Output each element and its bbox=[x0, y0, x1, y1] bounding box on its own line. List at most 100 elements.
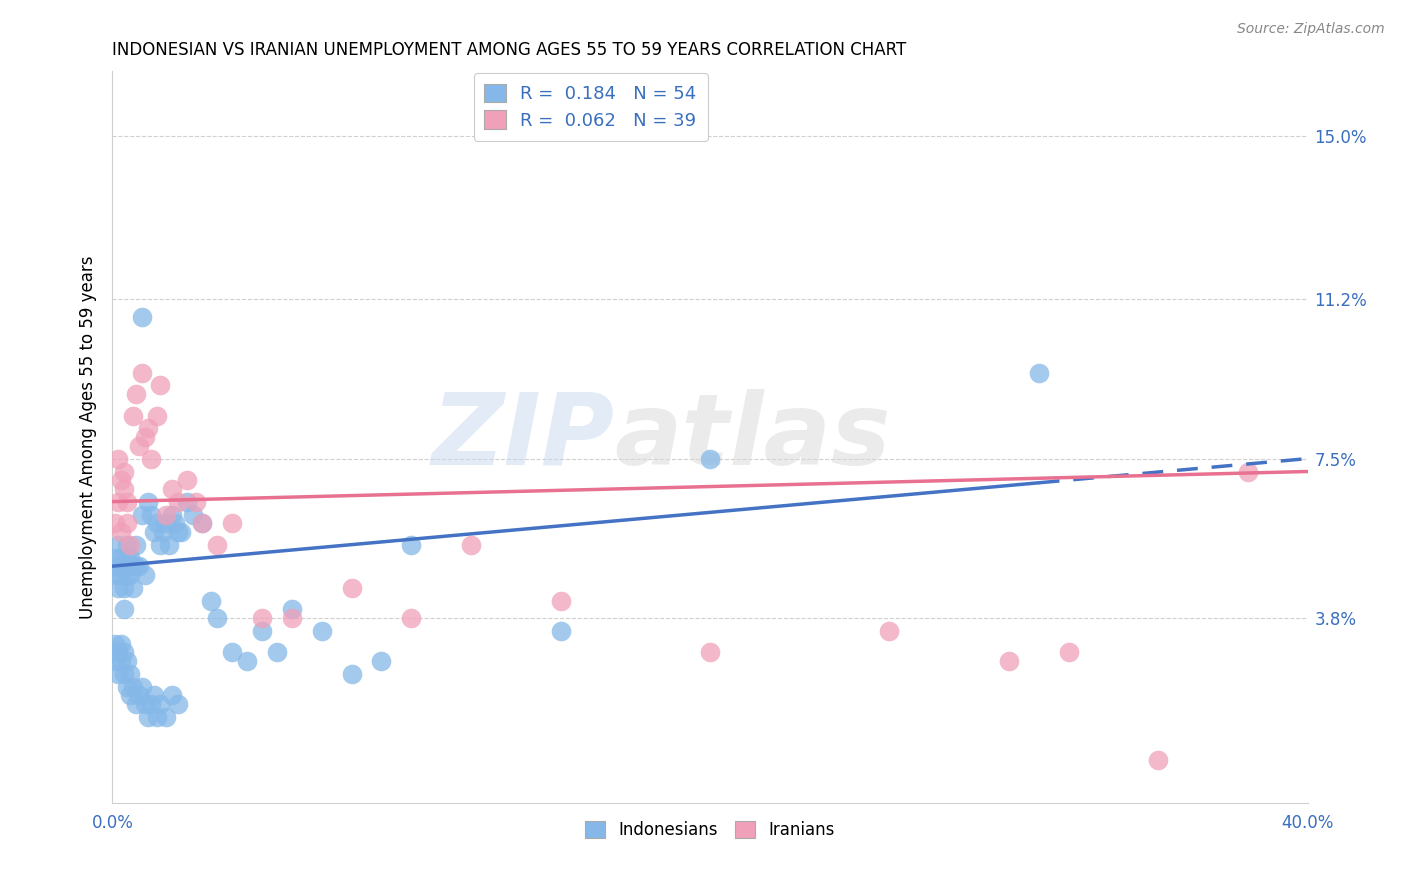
Point bbox=[138, 421, 160, 435]
Point bbox=[460, 538, 482, 552]
Point bbox=[122, 680, 145, 694]
Point bbox=[250, 624, 273, 638]
Legend: Indonesians, Iranians: Indonesians, Iranians bbox=[579, 814, 841, 846]
Point bbox=[107, 581, 129, 595]
Point bbox=[104, 637, 127, 651]
Point bbox=[131, 310, 153, 324]
Point bbox=[236, 654, 259, 668]
Point bbox=[107, 666, 129, 681]
Point bbox=[149, 697, 172, 711]
Point bbox=[155, 508, 177, 522]
Point bbox=[401, 538, 423, 552]
Point bbox=[146, 409, 169, 423]
Point bbox=[143, 524, 166, 539]
Point bbox=[117, 567, 139, 582]
Point bbox=[311, 624, 333, 638]
Point bbox=[134, 567, 156, 582]
Point bbox=[131, 680, 153, 694]
Point bbox=[170, 524, 193, 539]
Point bbox=[110, 524, 132, 539]
Point bbox=[131, 366, 153, 380]
Text: Source: ZipAtlas.com: Source: ZipAtlas.com bbox=[1237, 22, 1385, 37]
Point bbox=[125, 387, 148, 401]
Point bbox=[149, 538, 172, 552]
Point bbox=[110, 654, 132, 668]
Point bbox=[340, 581, 363, 595]
Point bbox=[107, 451, 129, 466]
Point bbox=[138, 710, 160, 724]
Point bbox=[122, 581, 145, 595]
Point bbox=[281, 602, 304, 616]
Point bbox=[879, 624, 901, 638]
Point bbox=[120, 666, 142, 681]
Point bbox=[250, 611, 273, 625]
Point bbox=[162, 482, 183, 496]
Point bbox=[117, 559, 139, 574]
Point bbox=[176, 494, 198, 508]
Point bbox=[104, 567, 127, 582]
Point bbox=[191, 516, 214, 530]
Point bbox=[110, 550, 132, 565]
Point bbox=[114, 465, 135, 479]
Point bbox=[107, 494, 129, 508]
Point bbox=[281, 611, 304, 625]
Point bbox=[146, 710, 169, 724]
Text: atlas: atlas bbox=[614, 389, 891, 485]
Point bbox=[114, 559, 135, 574]
Point bbox=[699, 451, 721, 466]
Point bbox=[107, 559, 129, 574]
Point bbox=[167, 697, 190, 711]
Point bbox=[141, 697, 163, 711]
Point bbox=[125, 559, 148, 574]
Point bbox=[114, 645, 135, 659]
Point bbox=[266, 645, 288, 659]
Point bbox=[131, 508, 153, 522]
Point bbox=[157, 538, 180, 552]
Point bbox=[176, 473, 198, 487]
Point bbox=[1057, 645, 1080, 659]
Point bbox=[340, 666, 363, 681]
Point bbox=[143, 688, 166, 702]
Point bbox=[550, 624, 572, 638]
Point bbox=[104, 516, 127, 530]
Point bbox=[114, 666, 135, 681]
Point bbox=[114, 602, 135, 616]
Point bbox=[110, 473, 132, 487]
Point bbox=[107, 645, 129, 659]
Point bbox=[128, 559, 150, 574]
Point bbox=[110, 567, 132, 582]
Point bbox=[699, 645, 721, 659]
Point bbox=[107, 538, 129, 552]
Point bbox=[117, 516, 139, 530]
Point bbox=[167, 524, 190, 539]
Point bbox=[401, 611, 423, 625]
Point bbox=[117, 550, 139, 565]
Point bbox=[162, 688, 183, 702]
Point bbox=[1147, 753, 1170, 767]
Point bbox=[167, 494, 190, 508]
Point bbox=[141, 451, 163, 466]
Point bbox=[152, 524, 174, 539]
Point bbox=[128, 439, 150, 453]
Point bbox=[114, 581, 135, 595]
Point bbox=[162, 508, 183, 522]
Point bbox=[181, 508, 204, 522]
Point bbox=[117, 654, 139, 668]
Point bbox=[110, 637, 132, 651]
Point bbox=[104, 654, 127, 668]
Point bbox=[134, 430, 156, 444]
Point bbox=[370, 654, 392, 668]
Point bbox=[120, 550, 142, 565]
Point bbox=[125, 697, 148, 711]
Text: INDONESIAN VS IRANIAN UNEMPLOYMENT AMONG AGES 55 TO 59 YEARS CORRELATION CHART: INDONESIAN VS IRANIAN UNEMPLOYMENT AMONG… bbox=[112, 41, 907, 59]
Point bbox=[138, 494, 160, 508]
Point bbox=[117, 494, 139, 508]
Point bbox=[191, 516, 214, 530]
Point bbox=[146, 516, 169, 530]
Point bbox=[186, 494, 208, 508]
Point bbox=[120, 538, 142, 552]
Point bbox=[1237, 465, 1260, 479]
Point bbox=[125, 538, 148, 552]
Point bbox=[104, 550, 127, 565]
Point bbox=[550, 593, 572, 607]
